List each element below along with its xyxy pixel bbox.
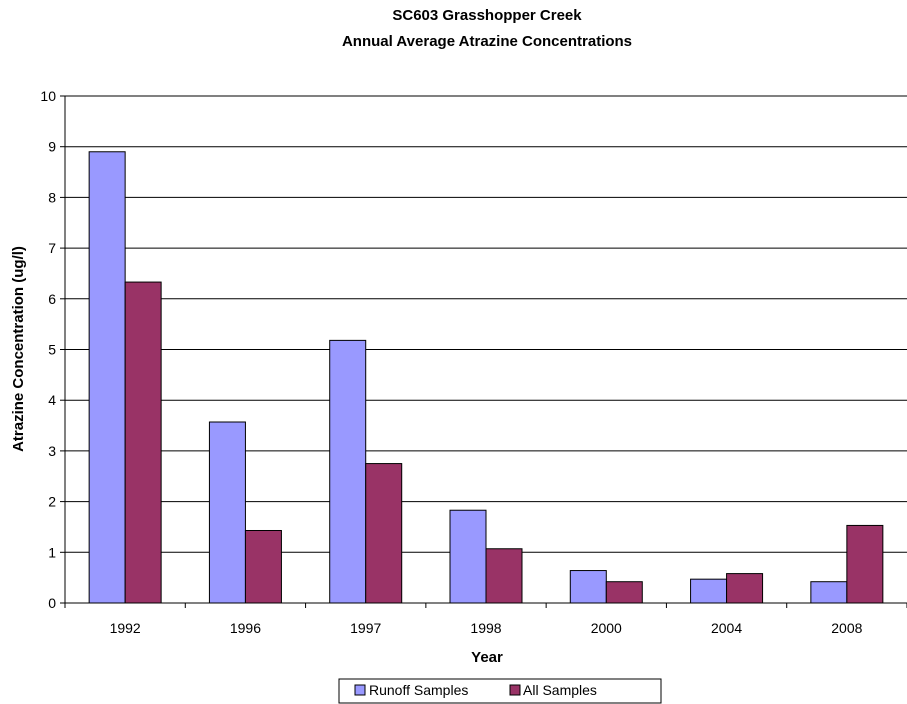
bar-runoff-1998 <box>449 509 487 604</box>
bar-runoff-1996 <box>208 421 246 604</box>
bar-all-1998 <box>485 548 523 604</box>
bar-all-2004 <box>726 573 764 604</box>
y-tick-label: 4 <box>48 392 56 408</box>
y-tick-label: 5 <box>48 342 56 358</box>
bar-all-1992 <box>124 281 162 604</box>
legend: Runoff Samples All Samples <box>338 678 662 704</box>
x-tick-label: 2000 <box>591 620 622 636</box>
y-tick-label: 0 <box>48 595 56 611</box>
y-tick-label: 3 <box>48 443 56 459</box>
bar-runoff-1992 <box>88 151 126 604</box>
x-tick-label: 1998 <box>470 620 501 636</box>
gridlines <box>65 95 907 553</box>
y-axis-title: Atrazine Concentration (ug/l) <box>10 246 27 452</box>
bar-runoff-2008 <box>810 581 848 604</box>
x-tick-label: 1992 <box>110 620 141 636</box>
x-tick-label: 1996 <box>230 620 261 636</box>
x-tick-label: 2008 <box>831 620 862 636</box>
legend-swatch-runoff <box>354 684 366 696</box>
x-axis-ticks: 1992 1996 1997 1998 2000 2004 2008 <box>64 603 907 636</box>
bar-runoff-2000 <box>569 570 607 604</box>
y-tick-label: 8 <box>48 189 56 205</box>
chart-subtitle: Annual Average Atrazine Concentrations <box>342 33 632 50</box>
chart-title: SC603 Grasshopper Creek <box>392 7 582 24</box>
bar-all-2008 <box>846 524 884 604</box>
y-tick-label: 7 <box>48 240 56 256</box>
x-tick-label: 1997 <box>350 620 381 636</box>
bar-all-1996 <box>244 529 282 604</box>
y-tick-label: 9 <box>48 139 56 155</box>
legend-box <box>338 678 662 704</box>
y-tick-label: 2 <box>48 494 56 510</box>
legend-label-all: All Samples <box>523 682 597 698</box>
y-tick-label: 6 <box>48 291 56 307</box>
bars <box>88 151 884 604</box>
legend-label-runoff: Runoff Samples <box>369 682 468 698</box>
y-tick-label: 10 <box>40 88 56 104</box>
y-axis-ticks: 0 1 2 3 4 5 6 7 8 9 10 <box>40 88 65 611</box>
bar-runoff-1997 <box>329 339 367 604</box>
y-tick-label: 1 <box>48 544 56 560</box>
legend-swatch-all <box>509 684 521 696</box>
x-tick-label: 2004 <box>711 620 742 636</box>
bar-runoff-2004 <box>690 578 728 604</box>
x-axis-title: Year <box>471 649 503 666</box>
bar-all-1997 <box>365 463 403 604</box>
bar-all-2000 <box>605 581 643 604</box>
